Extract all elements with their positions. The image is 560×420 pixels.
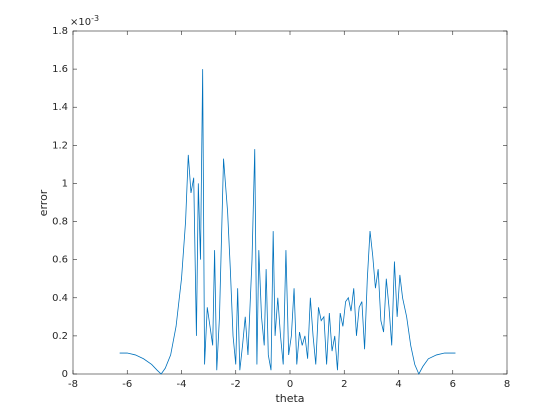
y-tick-label: 1.2 — [52, 140, 68, 151]
x-tick-label: 2 — [341, 379, 347, 390]
x-tick-label: 4 — [395, 379, 401, 390]
x-tick-label: -6 — [122, 379, 132, 390]
x-tick-label: -4 — [177, 379, 187, 390]
y-tick-label: 1.6 — [52, 64, 68, 75]
multiplier-base: ×10 — [70, 17, 91, 28]
y-axis-label: error — [37, 189, 50, 216]
x-axis-label: theta — [275, 392, 304, 405]
x-tick-label: 6 — [450, 379, 456, 390]
y-tick-label: 1.8 — [52, 26, 68, 37]
y-tick-label: 0 — [62, 369, 68, 380]
x-tick-label: -2 — [231, 379, 241, 390]
y-tick-label: 0.6 — [52, 255, 68, 266]
y-multiplier: ×10-3 — [70, 14, 99, 29]
x-tick-label: 8 — [504, 379, 510, 390]
y-tick-label: 1.4 — [52, 102, 68, 113]
data-line — [119, 69, 456, 375]
x-tick-label: 0 — [287, 379, 293, 390]
x-tick-label: -8 — [68, 379, 78, 390]
y-tick-label: 0.4 — [52, 293, 68, 304]
y-tick-label: 0.2 — [52, 331, 68, 342]
y-tick-label: 1 — [62, 178, 68, 189]
multiplier-exponent: -3 — [91, 14, 99, 23]
y-tick-label: 0.8 — [52, 217, 68, 228]
axes-box — [72, 30, 508, 375]
